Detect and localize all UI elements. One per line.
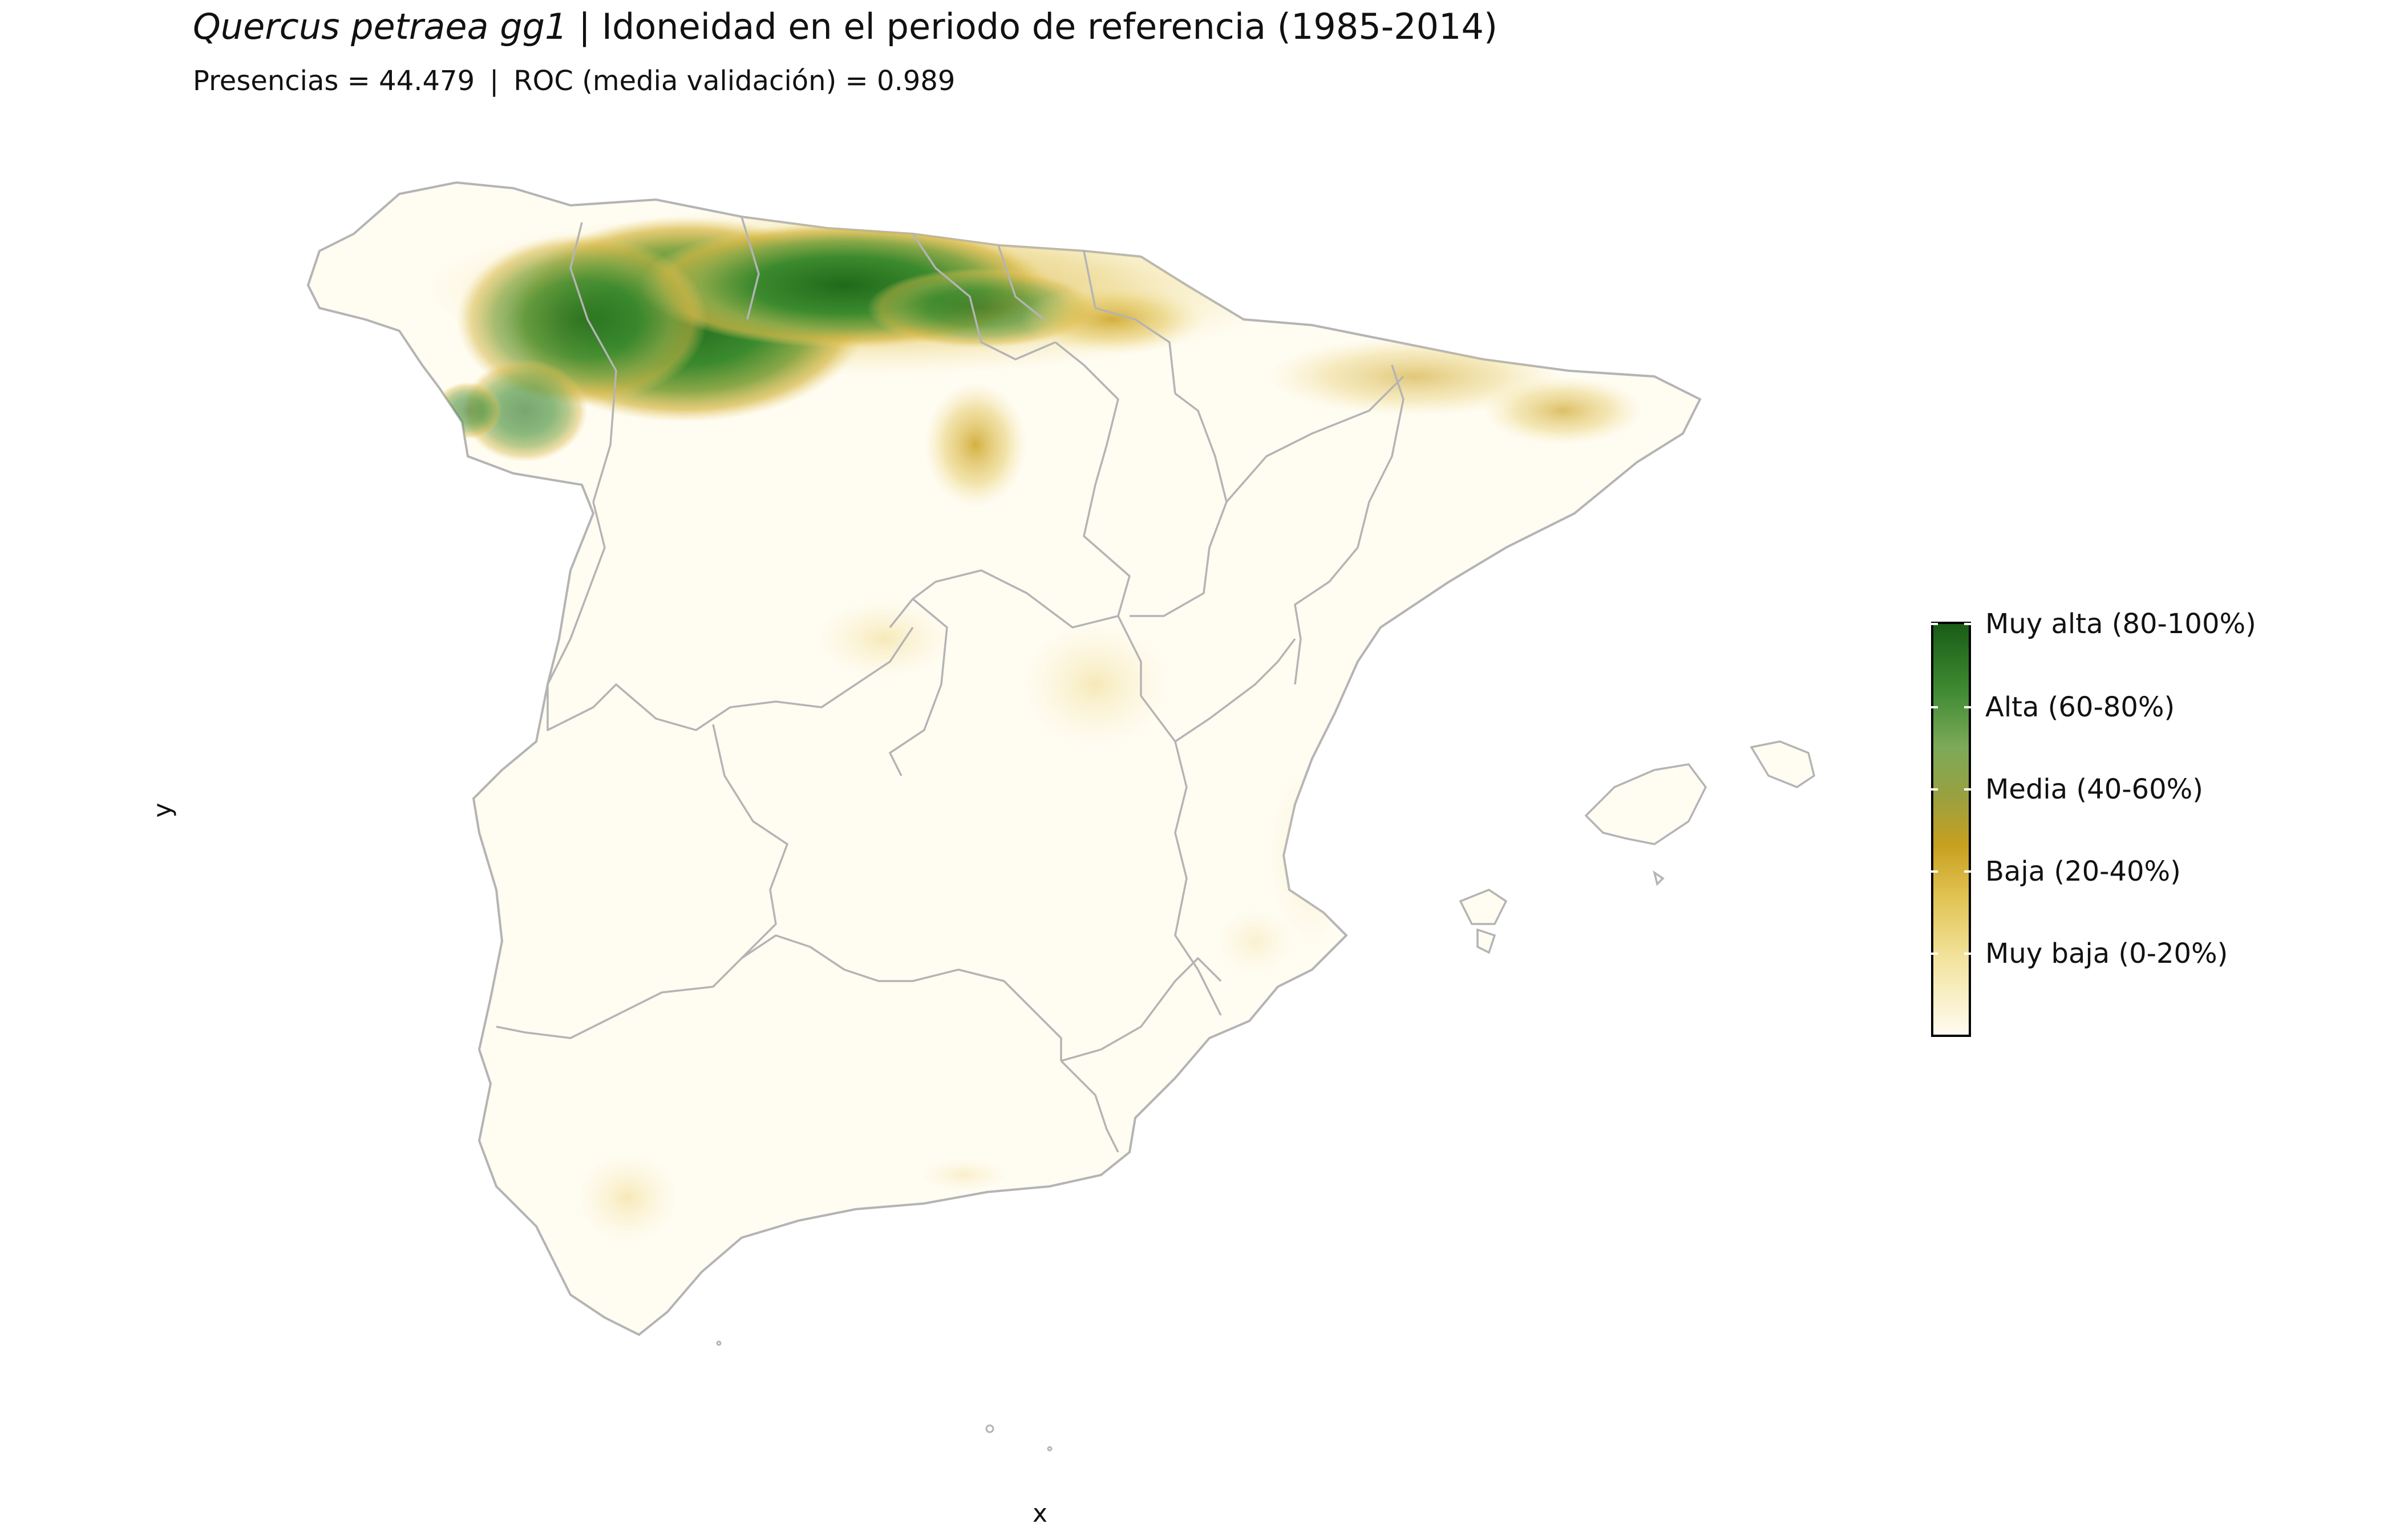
legend-label-baja: Baja (20-40%) [1985,856,2181,887]
chart-title: Quercus petraea gg1 | Idoneidad en el pe… [193,6,1498,47]
suitability-raster [422,205,1643,1243]
title-text: Idoneidad en el periodo de referencia (1… [601,6,1498,47]
mainland-outline [306,181,1702,1336]
legend-label-muy-baja: Muy baja (0-20%) [1985,938,2228,970]
chart-subtitle: Presencias = 44.479 | ROC (media validació… [193,65,955,97]
legend-label-media: Media (40-60%) [1985,773,2203,805]
y-axis-label: y [148,803,177,818]
species-name: Quercus petraea gg1 [193,6,568,47]
x-axis-label: x [1033,1499,1048,1528]
subtitle-separator: | [489,65,499,97]
legend-label-alta: Alta (60-80%) [1985,691,2175,723]
legend-label-muy-alta: Muy alta (80-100%) [1985,608,2256,640]
legend-colorbar [1931,622,1971,1037]
region-borders [496,216,1405,1153]
presences-stat: Presencias = 44.479 [193,65,475,97]
title-separator: | [567,6,602,47]
roc-stat: ROC (media validación) = 0.989 [513,65,956,97]
balearic-islands [1459,740,1815,954]
alboran-islets [716,1340,1053,1452]
